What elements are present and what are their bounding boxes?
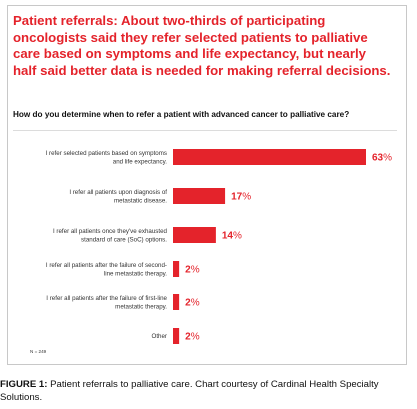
category-label: I refer all patients upon diagnosis of me…: [69, 189, 167, 205]
chart-frame: [7, 5, 407, 365]
data-label: 63%: [372, 153, 392, 164]
category-label: Other: [152, 333, 167, 340]
data-label: 17%: [231, 192, 251, 203]
divider: [13, 130, 397, 131]
chart-question: How do you determine when to refer a pat…: [13, 110, 350, 119]
bar: [173, 149, 366, 165]
caption-text: Patient referrals to palliative care. Ch…: [0, 379, 379, 403]
category-label: I refer all patients once they've exhaus…: [53, 228, 168, 244]
sample-size-note: N = 249: [30, 349, 47, 354]
figure-caption: FIGURE 1: Patient referrals to palliativ…: [0, 378, 417, 404]
bar: [173, 227, 216, 243]
bar: [173, 294, 180, 310]
bar: [173, 188, 226, 204]
bar: [173, 261, 180, 277]
category-label: I refer all patients after the failure o…: [46, 262, 167, 278]
data-label: 2%: [185, 265, 200, 276]
headline: Patient referrals: About two-thirds of p…: [13, 13, 391, 78]
caption-label: FIGURE 1:: [0, 379, 48, 390]
bar: [173, 328, 180, 344]
data-label: 2%: [185, 332, 200, 343]
data-label: 14%: [222, 231, 242, 242]
category-label: I refer all patients after the failure o…: [46, 295, 167, 311]
category-label: I refer selected patients based on sympt…: [46, 150, 168, 166]
data-label: 2%: [185, 298, 200, 309]
